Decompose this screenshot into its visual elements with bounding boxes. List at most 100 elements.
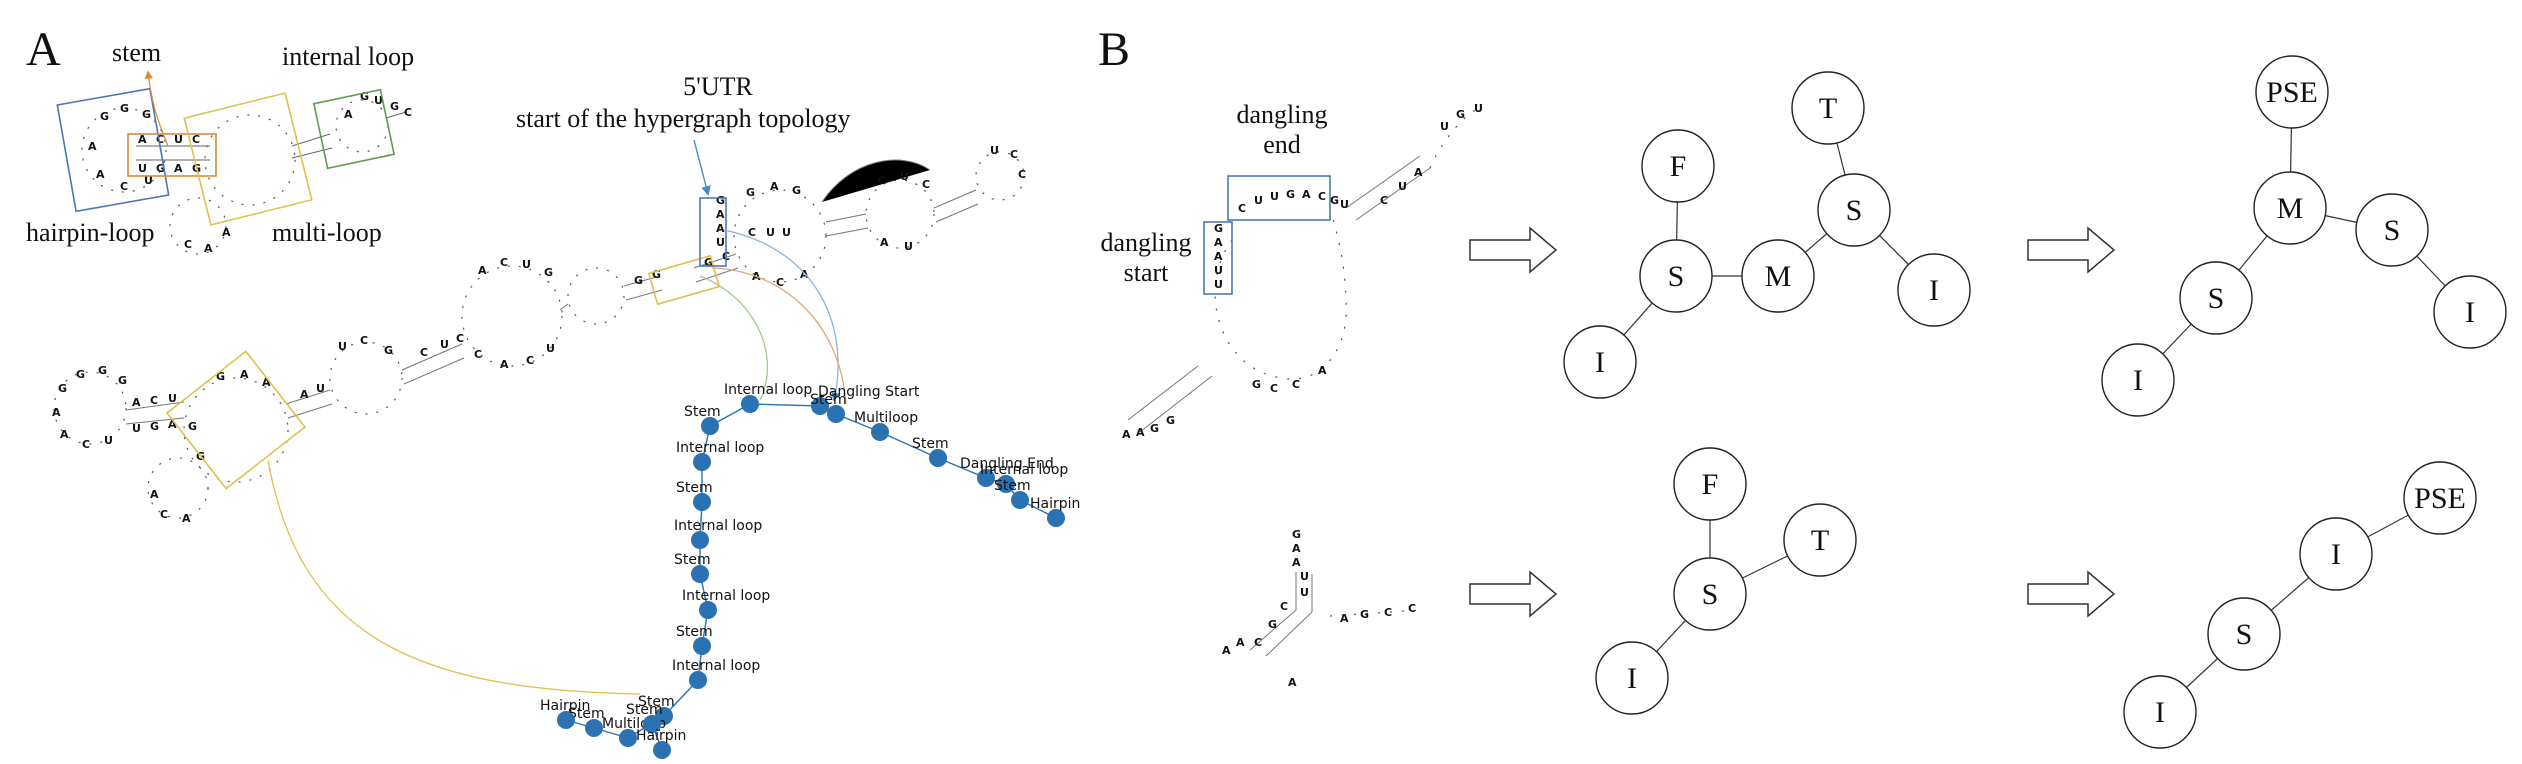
top-tree-1: F S M T S I I bbox=[1563, 71, 1971, 399]
svg-text:G: G bbox=[716, 194, 725, 207]
svg-text:U: U bbox=[132, 422, 141, 435]
tree-node-label: I bbox=[1929, 274, 1939, 307]
svg-text:U: U bbox=[138, 162, 147, 175]
svg-text:G: G bbox=[1150, 422, 1159, 435]
svg-text:G: G bbox=[1268, 618, 1277, 631]
svg-text:C: C bbox=[156, 133, 164, 146]
tree-node bbox=[1673, 447, 1747, 521]
svg-text:G: G bbox=[704, 256, 713, 269]
svg-text:C: C bbox=[526, 354, 534, 367]
hairpin-frame bbox=[56, 87, 170, 213]
svg-text:U: U bbox=[522, 258, 531, 271]
graph-node-label: Internal loop bbox=[682, 588, 770, 604]
svg-text:A: A bbox=[716, 222, 725, 235]
svg-text:C: C bbox=[1292, 378, 1300, 391]
tree-node bbox=[2433, 275, 2507, 349]
svg-text:G: G bbox=[100, 110, 109, 123]
tree-node-label: I bbox=[1627, 662, 1637, 695]
svg-text:A: A bbox=[478, 264, 487, 277]
svg-text:A: A bbox=[880, 236, 889, 249]
tree-node bbox=[2255, 55, 2329, 129]
svg-text:U: U bbox=[904, 240, 913, 253]
tree-node bbox=[2253, 171, 2327, 245]
svg-text:C: C bbox=[1408, 602, 1416, 615]
tree-node-label: M bbox=[1765, 260, 1792, 293]
dangling-start-frame bbox=[1203, 221, 1233, 295]
graph-node bbox=[693, 453, 711, 471]
svg-text:A: A bbox=[344, 108, 353, 121]
graph-node bbox=[997, 475, 1015, 493]
svg-text:C: C bbox=[1010, 148, 1018, 161]
hairpin-loop-shape bbox=[81, 107, 167, 193]
svg-text:U: U bbox=[900, 170, 909, 183]
svg-text:U: U bbox=[1254, 194, 1263, 207]
svg-text:A: A bbox=[240, 368, 249, 381]
transition-arrows bbox=[1469, 226, 2116, 618]
multiloop-frame bbox=[183, 92, 313, 226]
svg-text:C: C bbox=[456, 332, 464, 345]
svg-text:G: G bbox=[1214, 222, 1223, 235]
svg-text:G: G bbox=[216, 370, 225, 383]
graph-node bbox=[1047, 509, 1065, 527]
svg-text:A: A bbox=[182, 512, 191, 525]
svg-text:C: C bbox=[1018, 168, 1026, 181]
svg-text:A: A bbox=[222, 226, 231, 239]
svg-text:A: A bbox=[52, 406, 61, 419]
tree-node-label: M bbox=[2277, 192, 2304, 225]
utr-start-frame bbox=[699, 197, 727, 267]
svg-text:A: A bbox=[500, 358, 509, 371]
svg-text:U: U bbox=[1214, 278, 1223, 291]
tree-node-label: T bbox=[1811, 524, 1829, 557]
svg-text:G: G bbox=[118, 374, 127, 387]
svg-text:G: G bbox=[156, 162, 165, 175]
tree-node-label: S bbox=[1668, 260, 1685, 293]
svg-text:A: A bbox=[1136, 426, 1145, 439]
svg-text:U: U bbox=[1300, 586, 1309, 599]
tree-node-label: PSE bbox=[2414, 482, 2466, 515]
svg-text:A: A bbox=[150, 488, 159, 501]
svg-text:A: A bbox=[1122, 428, 1131, 441]
svg-text:A: A bbox=[1236, 636, 1245, 649]
top-tree-2: PSE M S S I I bbox=[2101, 55, 2507, 417]
tree-node-label: S bbox=[2236, 618, 2253, 651]
svg-text:G: G bbox=[360, 90, 369, 103]
graph-node-label: Internal loop bbox=[676, 440, 764, 456]
tree-node-label: S bbox=[2208, 282, 2225, 315]
graph-node bbox=[741, 395, 759, 413]
svg-text:G: G bbox=[98, 364, 107, 377]
graph-node-label: Stem bbox=[626, 702, 663, 718]
svg-text:C: C bbox=[192, 133, 200, 146]
graph-node bbox=[653, 741, 671, 759]
graph-node bbox=[557, 711, 575, 729]
utr-pointer-arrow bbox=[693, 139, 711, 196]
utr-label: 5'UTR bbox=[683, 72, 753, 101]
svg-text:C: C bbox=[404, 106, 412, 119]
svg-text:G: G bbox=[652, 268, 661, 281]
svg-text:G: G bbox=[1166, 414, 1175, 427]
graph-node-label: Hairpin bbox=[540, 698, 590, 714]
stem-label: stem bbox=[112, 38, 162, 67]
svg-text:G: G bbox=[1456, 108, 1465, 121]
tree-node-label: S bbox=[1702, 578, 1719, 611]
svg-text:G: G bbox=[58, 382, 67, 395]
tree-node-label: I bbox=[2465, 296, 2475, 329]
svg-text:G: G bbox=[188, 420, 197, 433]
svg-text:G: G bbox=[76, 368, 85, 381]
graph-node bbox=[701, 417, 719, 435]
svg-text:C: C bbox=[474, 348, 482, 361]
svg-text:C: C bbox=[748, 226, 756, 239]
svg-text:A: A bbox=[1292, 556, 1301, 569]
graph-node-label: Internal loop bbox=[980, 462, 1068, 478]
svg-text:U: U bbox=[1340, 198, 1349, 211]
svg-text:A: A bbox=[138, 133, 147, 146]
svg-text:U: U bbox=[546, 342, 555, 355]
main-stem-frame bbox=[647, 254, 721, 306]
svg-text:C: C bbox=[82, 438, 90, 451]
svg-text:G: G bbox=[544, 266, 553, 279]
svg-text:A: A bbox=[204, 242, 213, 255]
tree-node bbox=[1595, 641, 1669, 715]
svg-text:U: U bbox=[1440, 120, 1449, 133]
svg-text:A: A bbox=[1340, 612, 1349, 625]
